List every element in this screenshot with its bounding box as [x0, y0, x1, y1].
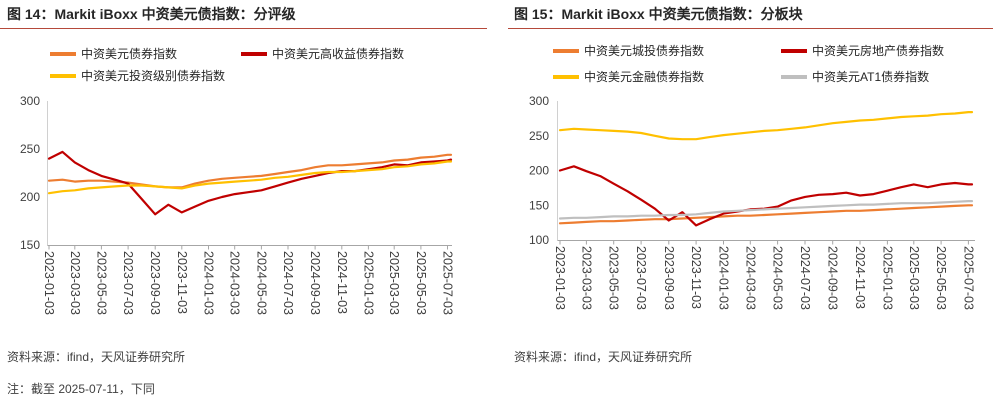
legend-swatch	[241, 52, 267, 56]
chart14-investment-grade-bond-index-line	[47, 160, 453, 195]
legend-label: 中资美元金融债券指数	[584, 70, 705, 84]
chart14-y-tick-label: 150	[20, 238, 40, 252]
chart14-x-tick-label: 2025-07-03	[441, 251, 455, 315]
figure-14-source: 资料来源：ifind，天风证券研究所	[7, 350, 186, 364]
chart14-x-tick-label: 2024-11-03	[335, 251, 349, 314]
chart15-y-tick-label: 250	[529, 129, 549, 143]
chart15-financial-bond-index-line	[558, 110, 974, 141]
chart15-y-tick-label: 150	[529, 198, 549, 212]
chart15-x-tick-label: 2025-07-03	[961, 246, 975, 310]
chart15-x-tick-label: 2023-11-03	[689, 246, 703, 309]
figure-15-source: 资料来源：ifind，天风证券研究所	[514, 350, 693, 364]
chart15-y-tick-label: 100	[529, 233, 549, 247]
chart15-legend-at1-index: 中资美元AT1债券指数	[781, 69, 929, 85]
chart14-x-tick-label: 2023-01-03	[42, 251, 56, 315]
chart15-x-tick-label: 2023-07-03	[634, 246, 648, 310]
chart14-x-tick-label: 2025-05-03	[414, 251, 428, 315]
chart14-x-tick-label: 2023-11-03	[175, 251, 189, 314]
legend-swatch	[50, 74, 76, 78]
chart14-x-tick-label: 2025-03-03	[387, 251, 401, 315]
legend-swatch	[781, 49, 807, 53]
chart15-x-tick-label: 2024-05-03	[771, 246, 785, 310]
chart15-legend-lgfv-index: 中资美元城投债券指数	[553, 43, 704, 59]
chart14-legend-high-yield-index: 中资美元高收益债券指数	[241, 46, 404, 62]
legend-swatch	[553, 75, 579, 79]
legend-label: 中资美元房地产债券指数	[812, 44, 945, 58]
chart14-x-tick-label: 2023-07-03	[121, 251, 135, 315]
chart15-at1-bond-index-line	[558, 200, 974, 220]
chart15-x-tick-label: 2025-05-03	[934, 246, 948, 310]
figure-14-title: 图 14：Markit iBoxx 中资美元债指数：分评级	[7, 6, 296, 22]
figure-15: 图 15：Markit iBoxx 中资美元债指数：分板块 中资美元城投债券指数…	[508, 0, 993, 404]
figure-15-title-rule	[508, 28, 993, 29]
chart15-x-tick-label: 2023-03-03	[579, 246, 593, 310]
chart14-y-tick-label: 250	[20, 142, 40, 156]
chart14-y-tick-label: 300	[20, 94, 40, 108]
chart15-x-tick-label: 2024-03-03	[743, 246, 757, 310]
chart14-x-tick-label: 2025-01-03	[361, 251, 375, 315]
chart14-x-tick-label: 2023-03-03	[68, 251, 82, 315]
chart14-plot-area: 150 200 250 300 2023-01-03 2023-03-03 2023-05-…	[20, 94, 455, 315]
chart15-x-tick-label: 2023-05-03	[607, 246, 621, 310]
chart15-x-tick-label: 2024-07-03	[798, 246, 812, 310]
chart15-lgfv-bond-index-line	[558, 204, 974, 225]
chart15-y-tick-label: 200	[529, 164, 549, 178]
chart14-x-tick-label: 2023-09-03	[148, 251, 162, 315]
chart14-y-tick-label: 200	[20, 190, 40, 204]
chart15-x-tick-label: 2024-01-03	[717, 246, 731, 310]
chart15-x-tick-label: 2025-01-03	[880, 246, 894, 310]
figure-14-title-rule	[0, 28, 487, 29]
chart15-legend-financial-index: 中资美元金融债券指数	[553, 69, 704, 85]
chart14-bond-index-line	[47, 153, 453, 189]
chart15-plot-area: 100 150 200 250 300 2023-01-03 2023-03-03 2023-…	[529, 94, 975, 310]
chart15-x-tick-label: 2024-11-03	[853, 246, 867, 309]
legend-swatch	[553, 49, 579, 53]
chart15-x-tick-label: 2023-01-03	[553, 246, 567, 310]
legend-label: 中资美元债券指数	[81, 47, 178, 61]
chart14-x-tick-label: 2024-09-03	[308, 251, 322, 315]
legend-label: 中资美元城投债券指数	[584, 44, 705, 58]
chart15-x-tick-label: 2025-03-03	[907, 246, 921, 310]
figure-14: 图 14：Markit iBoxx 中资美元债指数：分评级 中资美元债券指数 中…	[0, 0, 490, 404]
chart14-x-tick-label: 2023-05-03	[94, 251, 108, 315]
legend-swatch	[50, 52, 76, 56]
chart14-x-tick-label: 2024-01-03	[202, 251, 216, 315]
legend-label: 中资美元投资级别债券指数	[81, 69, 226, 83]
chart15-x-tick-label: 2023-09-03	[662, 246, 676, 310]
chart14-x-tick-label: 2024-05-03	[254, 251, 268, 315]
chart15-real-estate-bond-index-line	[558, 165, 974, 227]
chart15-legend-real-estate-index: 中资美元房地产债券指数	[781, 43, 944, 59]
chart14-high-yield-bond-index-line	[47, 150, 453, 216]
figure-15-title: 图 15：Markit iBoxx 中资美元债指数：分板块	[514, 6, 803, 22]
chart15-y-tick-label: 300	[529, 94, 549, 108]
chart14-x-tick-label: 2024-03-03	[228, 251, 242, 315]
legend-swatch	[781, 75, 807, 79]
chart14-x-tick-label: 2024-07-03	[281, 251, 295, 315]
legend-label: 中资美元高收益债券指数	[272, 47, 405, 61]
chart14-legend-bond-index: 中资美元债券指数	[50, 46, 177, 62]
footnote: 注：截至 2025-07-11，下同	[7, 382, 155, 396]
legend-label: 中资美元AT1债券指数	[812, 70, 930, 84]
chart15-x-tick-label: 2024-09-03	[826, 246, 840, 310]
chart14-legend-investment-grade-index: 中资美元投资级别债券指数	[50, 68, 225, 84]
